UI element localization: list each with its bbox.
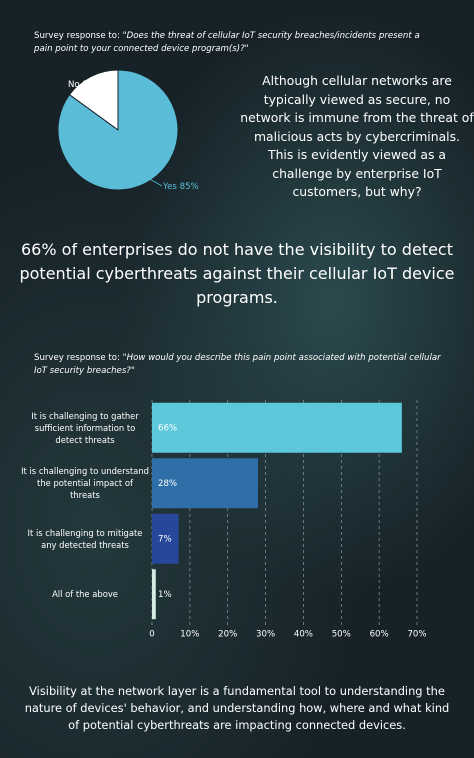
category-label: It is challenging to mitigate any detect… — [27, 527, 143, 550]
x-tick-label: 70% — [407, 630, 426, 640]
x-tick-label: 20% — [218, 630, 237, 640]
pie-value-label: 15% — [82, 80, 101, 90]
x-tick-label: 50% — [332, 630, 351, 640]
bar-value-label: 1% — [158, 590, 172, 600]
pie-category: Yes — [162, 182, 177, 192]
pie-label: No 15% — [68, 80, 102, 90]
pie-category: No — [68, 80, 80, 90]
x-tick-label: 40% — [294, 630, 313, 640]
bar — [152, 513, 179, 564]
pie-value-label: 85% — [180, 182, 199, 192]
intro-text: Although cellular networks are typically… — [240, 73, 474, 199]
leader-line — [95, 87, 105, 97]
bar-value-label: 28% — [158, 479, 177, 489]
bar-value-label: 66% — [158, 423, 177, 433]
category-label: All of the above — [52, 589, 118, 600]
subtitle-question: "How would you describe this pain point … — [34, 353, 441, 376]
pie-slice — [68, 69, 119, 131]
pie-subtitle: Survey response to: "Does the threat of … — [34, 30, 434, 56]
subtitle-prefix: Survey response to: — [34, 353, 120, 363]
closing-text: Visibility at the network layer is a fun… — [24, 684, 450, 732]
pie-label: Yes 85% — [162, 182, 199, 192]
bar — [152, 458, 258, 509]
x-tick-label: 10% — [180, 630, 199, 640]
category-label: It is challenging to gather sufficient i… — [31, 410, 139, 445]
headline: 66% of enterprises do not have the visib… — [19, 240, 455, 307]
bar-subtitle: Survey response to: "How would you descr… — [34, 352, 444, 378]
subtitle-prefix: Survey response to: — [34, 31, 120, 41]
bar — [152, 569, 156, 620]
x-tick-label: 30% — [256, 630, 275, 640]
leader-line — [147, 177, 163, 187]
bar — [152, 402, 402, 453]
category-label: It is challenging to understand the pote… — [21, 466, 149, 501]
pie-slice — [57, 69, 179, 191]
x-tick-label: 60% — [370, 630, 389, 640]
bar-value-label: 7% — [158, 534, 172, 544]
x-tick-label: 0 — [149, 630, 154, 640]
subtitle-question: "Does the threat of cellular IoT securit… — [34, 31, 420, 54]
